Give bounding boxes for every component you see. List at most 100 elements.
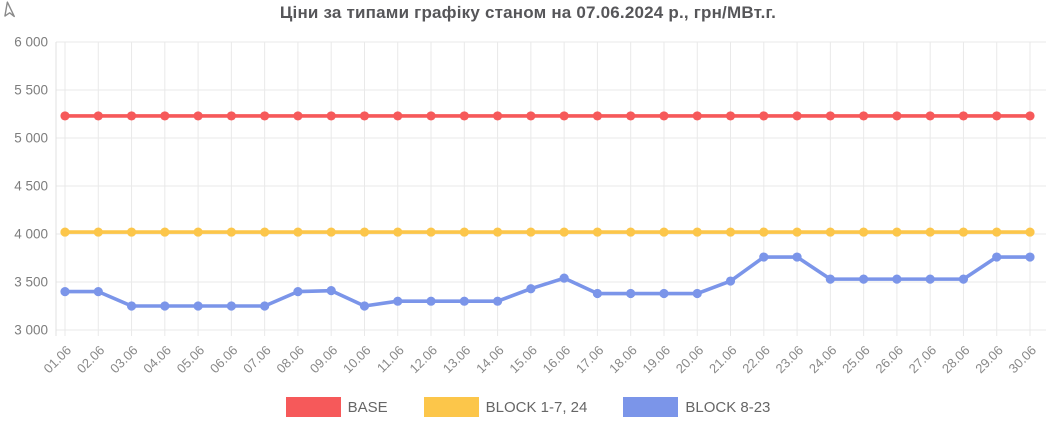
data-point-base[interactable] (925, 111, 935, 121)
data-point-block-8-23[interactable] (1025, 252, 1035, 262)
data-point-base[interactable] (992, 111, 1002, 121)
data-point-block-8-23[interactable] (559, 273, 569, 283)
data-point-block-1-7-24[interactable] (60, 227, 70, 237)
legend-item-base[interactable]: BASE (285, 397, 388, 417)
data-point-block-8-23[interactable] (459, 296, 469, 306)
data-point-block-1-7-24[interactable] (992, 227, 1002, 237)
data-point-block-1-7-24[interactable] (859, 227, 869, 237)
data-point-base[interactable] (825, 111, 835, 121)
data-point-base[interactable] (859, 111, 869, 121)
data-point-block-8-23[interactable] (492, 296, 503, 306)
data-point-block-8-23[interactable] (260, 301, 270, 311)
data-point-block-1-7-24[interactable] (526, 227, 536, 237)
data-point-base[interactable] (559, 111, 569, 121)
data-point-block-8-23[interactable] (426, 296, 436, 306)
data-point-base[interactable] (626, 111, 636, 121)
data-point-block-1-7-24[interactable] (792, 227, 802, 237)
data-point-block-1-7-24[interactable] (393, 227, 403, 237)
data-point-block-1-7-24[interactable] (93, 227, 103, 237)
data-point-block-8-23[interactable] (659, 288, 669, 299)
data-point-base[interactable] (592, 111, 603, 121)
data-point-base[interactable] (692, 111, 702, 121)
data-point-block-8-23[interactable] (892, 274, 902, 284)
data-point-block-1-7-24[interactable] (626, 227, 636, 237)
data-point-base[interactable] (359, 111, 370, 121)
data-point-block-1-7-24[interactable] (326, 227, 336, 237)
data-point-block-8-23[interactable] (759, 252, 769, 262)
data-point-block-1-7-24[interactable] (293, 227, 303, 237)
data-point-block-8-23[interactable] (126, 301, 137, 311)
data-point-block-1-7-24[interactable] (958, 227, 969, 237)
data-point-base[interactable] (792, 111, 802, 121)
data-point-block-1-7-24[interactable] (692, 227, 702, 237)
data-point-base[interactable] (426, 111, 436, 121)
data-point-block-8-23[interactable] (859, 274, 869, 284)
data-point-block-1-7-24[interactable] (659, 227, 669, 237)
data-point-block-8-23[interactable] (825, 274, 835, 284)
data-point-block-8-23[interactable] (692, 288, 702, 299)
data-point-base[interactable] (958, 111, 969, 121)
data-point-block-1-7-24[interactable] (359, 227, 370, 237)
data-point-base[interactable] (492, 111, 503, 121)
data-point-block-8-23[interactable] (293, 287, 303, 297)
data-point-block-8-23[interactable] (626, 288, 636, 299)
data-point-base[interactable] (193, 111, 203, 121)
data-point-base[interactable] (60, 111, 70, 121)
data-point-base[interactable] (1025, 111, 1035, 121)
data-point-base[interactable] (260, 111, 270, 121)
data-point-base[interactable] (892, 111, 902, 121)
data-point-block-1-7-24[interactable] (559, 227, 569, 237)
data-point-block-1-7-24[interactable] (126, 227, 137, 237)
data-point-block-8-23[interactable] (226, 301, 236, 311)
data-point-block-8-23[interactable] (326, 286, 336, 296)
data-point-block-8-23[interactable] (725, 276, 736, 286)
x-tick-label: 14.06 (473, 343, 507, 377)
data-point-block-1-7-24[interactable] (759, 227, 769, 237)
data-point-block-8-23[interactable] (359, 301, 370, 311)
legend-label-base: BASE (347, 398, 388, 416)
data-point-base[interactable] (725, 111, 736, 121)
legend-item-block-1-7-24[interactable]: BLOCK 1-7, 24 (423, 397, 587, 417)
data-point-block-1-7-24[interactable] (925, 227, 935, 237)
data-point-block-8-23[interactable] (93, 287, 103, 297)
data-point-block-1-7-24[interactable] (459, 227, 469, 237)
data-point-base[interactable] (126, 111, 137, 121)
legend-item-block-8-23[interactable]: BLOCK 8-23 (623, 397, 770, 417)
data-point-block-8-23[interactable] (925, 274, 935, 284)
data-point-base[interactable] (526, 111, 536, 121)
data-point-base[interactable] (226, 111, 236, 121)
data-point-block-1-7-24[interactable] (725, 227, 736, 237)
data-point-block-1-7-24[interactable] (492, 227, 503, 237)
data-point-block-1-7-24[interactable] (825, 227, 835, 237)
data-point-base[interactable] (459, 111, 469, 121)
x-tick-label: 02.06 (74, 343, 108, 377)
data-point-base[interactable] (326, 111, 336, 121)
data-point-block-8-23[interactable] (393, 296, 403, 306)
data-point-block-8-23[interactable] (60, 287, 70, 297)
data-point-block-8-23[interactable] (526, 284, 536, 294)
data-point-base[interactable] (293, 111, 303, 121)
data-point-block-1-7-24[interactable] (160, 227, 170, 237)
data-point-base[interactable] (659, 111, 669, 121)
data-point-base[interactable] (160, 111, 170, 121)
data-point-base[interactable] (393, 111, 403, 121)
data-point-block-1-7-24[interactable] (892, 227, 902, 237)
x-tick-label: 16.06 (540, 343, 574, 377)
data-point-block-1-7-24[interactable] (260, 227, 270, 237)
chart-plot-area[interactable]: 6 000 5 500 5 000 4 500 4 000 3 500 3 000 01.06… (0, 0, 1056, 394)
data-point-block-1-7-24[interactable] (1025, 227, 1035, 237)
data-point-block-8-23[interactable] (193, 301, 203, 311)
data-point-block-1-7-24[interactable] (426, 227, 436, 237)
x-tick-label: 20.06 (673, 343, 707, 377)
data-point-block-8-23[interactable] (992, 252, 1002, 262)
data-point-block-8-23[interactable] (160, 301, 170, 311)
data-point-block-8-23[interactable] (592, 288, 603, 299)
data-point-block-1-7-24[interactable] (226, 227, 236, 237)
data-point-block-1-7-24[interactable] (193, 227, 203, 237)
data-point-block-1-7-24[interactable] (592, 227, 603, 237)
legend-swatch-block-8-23 (623, 397, 679, 417)
data-point-block-8-23[interactable] (792, 252, 802, 262)
data-point-base[interactable] (93, 111, 103, 121)
data-point-base[interactable] (759, 111, 769, 121)
data-point-block-8-23[interactable] (958, 274, 969, 284)
